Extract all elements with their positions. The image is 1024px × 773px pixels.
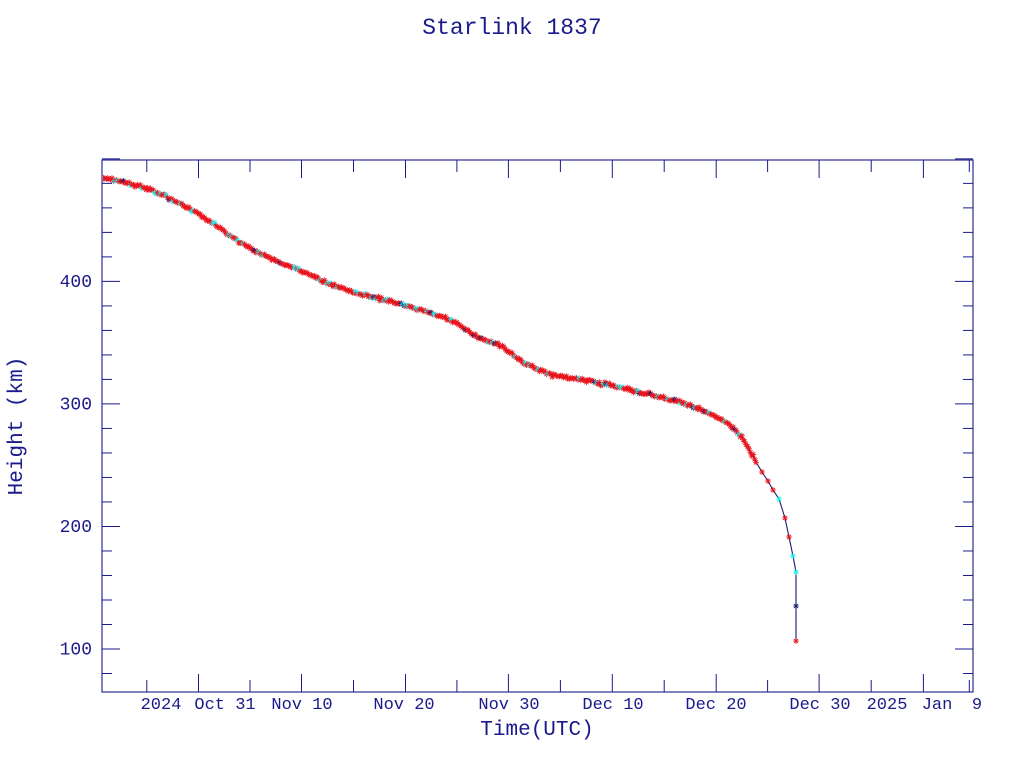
svg-text:Dec 20: Dec 20 (685, 696, 746, 715)
svg-text:200: 200 (60, 518, 92, 538)
svg-text:Dec 30: Dec 30 (789, 696, 850, 715)
svg-text:Oct 31: Oct 31 (194, 696, 255, 715)
svg-text:Starlink 1837: Starlink 1837 (422, 15, 601, 41)
svg-text:Nov 10: Nov 10 (271, 696, 332, 715)
svg-text:2025: 2025 (867, 696, 908, 715)
svg-text:2024: 2024 (141, 696, 182, 715)
svg-text:9: 9 (972, 696, 982, 715)
svg-text:300: 300 (60, 396, 92, 416)
svg-text:Height (km): Height (km) (6, 357, 29, 496)
svg-text:Nov 20: Nov 20 (373, 696, 434, 715)
svg-text:Nov 30: Nov 30 (478, 696, 539, 715)
svg-text:Time(UTC): Time(UTC) (480, 719, 593, 742)
svg-text:Dec 10: Dec 10 (582, 696, 643, 715)
svg-text:400: 400 (60, 273, 92, 293)
svg-text:Jan: Jan (922, 696, 953, 715)
svg-text:100: 100 (60, 641, 92, 661)
